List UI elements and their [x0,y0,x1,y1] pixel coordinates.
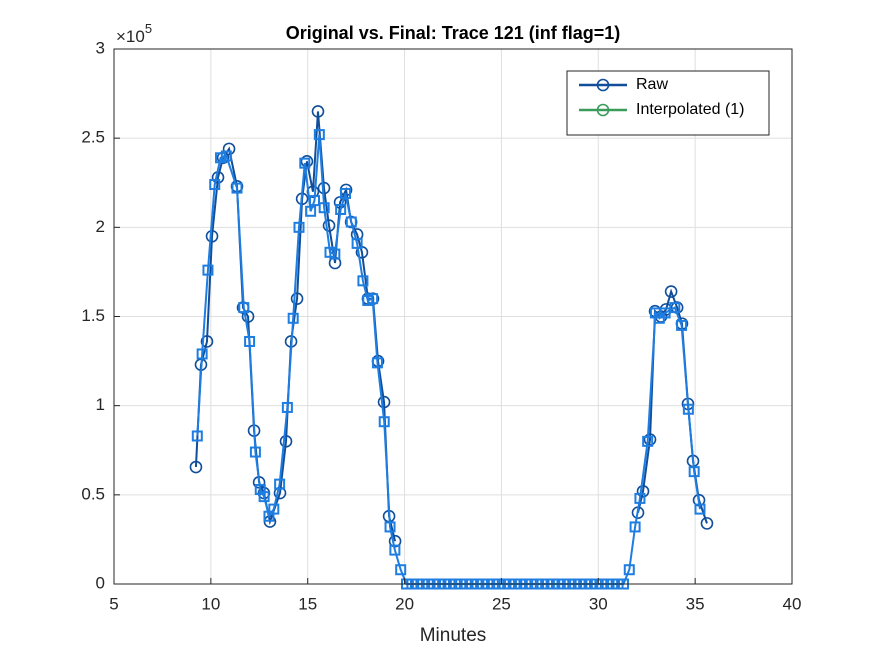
square-marker [345,216,357,228]
square-marker [220,150,232,162]
circle-marker [273,486,287,500]
square-marker [238,302,250,314]
legend-label: Interpolated (1) [636,101,745,118]
square-marker [642,435,654,447]
square-marker [335,204,347,215]
circle-marker [189,460,203,474]
square-marker [339,187,351,199]
y-tick-label: 0.5 [81,484,105,503]
y-tick-label: 0 [96,573,105,592]
square-marker [634,492,646,504]
chart-title: Original vs. Final: Trace 121 (inf flag=… [286,23,621,43]
square-marker [367,293,379,305]
y-multiplier-base: ×10 [116,27,145,46]
circle-marker [322,219,336,232]
square-marker [676,319,688,331]
circle-marker [596,103,610,117]
square-marker [293,221,305,233]
square-marker [202,264,214,276]
square-marker [389,544,401,556]
square-marker [191,430,203,442]
square-marker [329,248,341,260]
square-marker [669,302,681,314]
circle-marker [311,105,325,118]
square-marker [281,401,293,413]
square-marker [378,416,390,428]
square-marker [688,466,700,478]
square-marker [694,503,706,515]
x-tick-label: 15 [298,594,317,613]
y-tick-label: 1 [96,395,105,414]
x-tick-label: 25 [492,594,511,613]
legend-label: Raw [636,76,668,93]
legend-box [566,70,770,136]
square-marker [231,182,243,194]
square-marker [682,403,694,415]
circle-marker [290,292,304,305]
square-marker [196,348,208,360]
circle-marker [377,395,391,409]
circle-marker [664,285,678,298]
square-marker [299,157,311,169]
square-marker [371,357,383,369]
x-tick-label: 30 [589,594,608,613]
square-marker [623,564,635,576]
circle-marker [200,335,214,348]
square-marker [244,335,256,347]
square-marker [308,195,320,207]
x-axis-label: Minutes [420,625,487,646]
square-marker [395,564,407,576]
circle-marker [596,78,610,92]
square-marker [313,129,325,141]
square-marker [209,179,221,191]
square-marker [274,478,286,490]
circle-marker [636,484,650,498]
square-marker [268,503,280,515]
square-marker [215,152,227,164]
y-multiplier-exponent: 5 [145,21,152,36]
y-tick-label: 2 [96,217,105,236]
square-marker [351,237,363,249]
x-tick-label: 10 [201,594,220,613]
square-marker [249,446,261,458]
x-tick-label: 5 [109,594,118,613]
square-marker [384,521,396,533]
y-multiplier: ×105 [116,21,152,46]
legend: Raw Interpolated (1) [566,70,770,136]
circle-marker [279,435,293,448]
x-tick-label: 20 [395,594,414,613]
square-marker [258,491,270,503]
x-tick-label: 40 [783,594,802,613]
square-marker [357,275,369,287]
circle-marker [700,517,714,530]
circle-marker [222,142,236,156]
x-tick-label: 35 [686,594,705,613]
square-marker [287,312,299,324]
y-tick-label: 2.5 [81,128,105,147]
square-marker [305,205,317,217]
square-marker [629,521,641,533]
y-tick-label: 1.5 [81,306,105,325]
square-marker [318,202,330,214]
y-tick-label: 3 [96,38,105,57]
